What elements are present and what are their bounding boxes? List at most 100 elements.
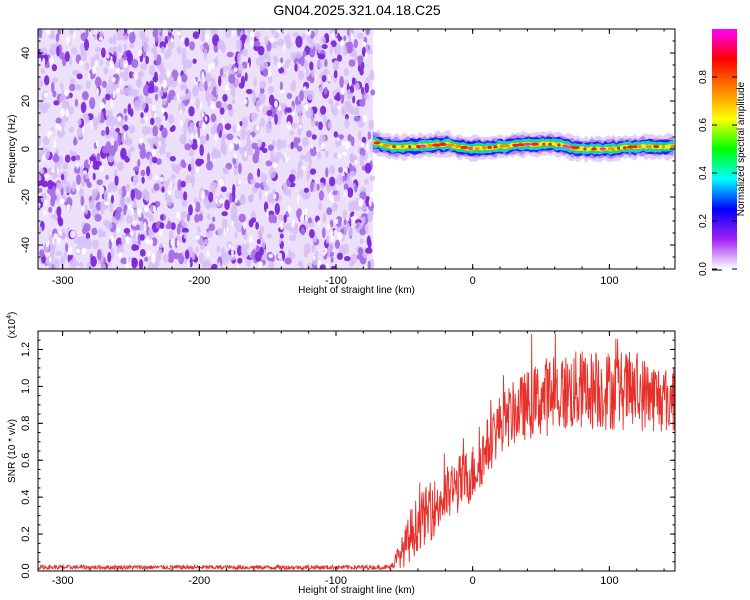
- noise-blob: [356, 254, 362, 260]
- noise-blob: [359, 154, 364, 164]
- noise-blob: [306, 107, 314, 119]
- noise-blob: [127, 149, 132, 159]
- noise-blob: [119, 72, 125, 78]
- noise-blob: [361, 46, 366, 57]
- noise-gap: [146, 250, 152, 257]
- noise-blob: [115, 127, 120, 133]
- noise-blob: [60, 173, 65, 181]
- noise-blob: [255, 221, 259, 230]
- noise-blob: [306, 75, 313, 82]
- noise-blob: [220, 186, 227, 193]
- noise-blob: [215, 100, 222, 109]
- noise-blob: [131, 58, 139, 69]
- noise-blob: [165, 223, 172, 230]
- noise-blob: [102, 146, 108, 154]
- noise-gap: [302, 165, 306, 171]
- noise-blob: [347, 187, 354, 198]
- noise-gap: [266, 208, 269, 217]
- x-axis-label: Height of straight line (km): [298, 585, 415, 596]
- noise-blob: [317, 53, 325, 60]
- noise-blob: [94, 46, 102, 53]
- noise-blob: [90, 256, 97, 267]
- noise-blob: [168, 78, 172, 87]
- noise-gap: [170, 37, 174, 43]
- noise-blob: [239, 121, 243, 127]
- noise-blob: [270, 149, 275, 158]
- noise-blob: [48, 234, 54, 243]
- noise-blob: [115, 211, 121, 220]
- noise-blob: [152, 29, 159, 38]
- noise-blob: [73, 136, 77, 146]
- noise-blob: [364, 82, 369, 94]
- noise-blob: [40, 47, 48, 56]
- noise-blob: [330, 256, 334, 263]
- noise-gap: [222, 118, 225, 127]
- noise-blob: [331, 202, 339, 212]
- noise-blob: [188, 204, 193, 216]
- noise-blob: [97, 249, 102, 261]
- noise-gap: [77, 185, 80, 192]
- noise-blob: [143, 84, 150, 97]
- noise-gap: [60, 108, 65, 117]
- noise-blob: [165, 151, 171, 159]
- noise-blob: [348, 162, 353, 173]
- noise-gap: [45, 240, 50, 248]
- noise-blob: [341, 105, 347, 115]
- noise-blob: [256, 238, 261, 245]
- noise-blob: [112, 33, 117, 45]
- signal-peak: [607, 147, 615, 151]
- noise-blob: [208, 223, 215, 232]
- noise-gap: [145, 237, 150, 245]
- noise-gap: [354, 159, 358, 166]
- noise-blob: [364, 162, 372, 174]
- noise-blob: [184, 37, 190, 47]
- noise-gap: [247, 62, 250, 69]
- noise-gap: [370, 170, 373, 176]
- noise-blob: [238, 213, 246, 223]
- noise-blob: [85, 232, 91, 240]
- noise-blob: [188, 149, 195, 157]
- noise-blob: [57, 29, 62, 35]
- noise-gap: [320, 143, 325, 151]
- noise-gap: [111, 77, 116, 82]
- noise-blob: [323, 114, 327, 127]
- noise-gap: [170, 238, 175, 247]
- noise-blob: [278, 67, 284, 74]
- noise-blob: [125, 183, 131, 193]
- noise-blob: [219, 107, 225, 115]
- noise-blob: [296, 145, 303, 152]
- noise-gap: [362, 41, 367, 47]
- noise-blob: [210, 263, 219, 269]
- colorbar-tick-label: 0.6: [698, 118, 709, 132]
- noise-blob: [340, 93, 345, 104]
- scale-base: (x10: [7, 318, 18, 338]
- noise-gap: [129, 29, 133, 33]
- noise-blob: [91, 239, 99, 250]
- noise-blob: [279, 233, 284, 239]
- noise-blob: [318, 121, 323, 131]
- noise-blob: [329, 44, 333, 55]
- noise-gap: [109, 60, 114, 69]
- noise-blob: [354, 184, 358, 193]
- noise-blob: [217, 39, 225, 50]
- noise-gap: [337, 153, 342, 159]
- noise-blob: [161, 141, 167, 149]
- noise-gap: [236, 264, 240, 269]
- noise-blob: [347, 134, 353, 142]
- noise-gap: [344, 140, 350, 150]
- noise-gap: [126, 191, 129, 198]
- noise-blob: [126, 215, 133, 224]
- noise-blob: [49, 49, 56, 55]
- y-scale-label: (x104): [6, 312, 18, 339]
- noise-blob: [299, 189, 305, 196]
- noise-blob: [290, 52, 297, 61]
- x-tick-label: -100: [325, 275, 347, 287]
- noise-gap: [44, 199, 48, 207]
- noise-blob: [210, 113, 217, 123]
- noise-gap: [82, 205, 85, 212]
- noise-blob: [139, 234, 145, 241]
- noise-blob: [239, 195, 246, 205]
- noise-blob: [181, 136, 187, 145]
- noise-blob: [357, 32, 364, 40]
- noise-blob: [108, 115, 116, 128]
